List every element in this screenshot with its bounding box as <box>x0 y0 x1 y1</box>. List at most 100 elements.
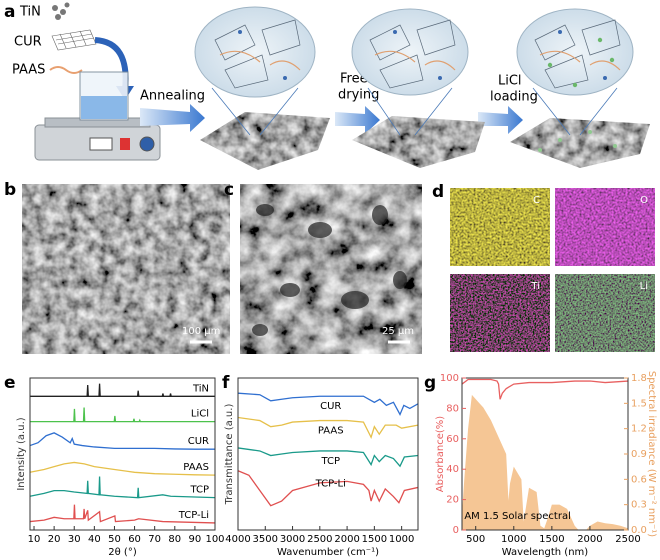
y-tick-label: 60 <box>446 434 459 445</box>
step-label: drying <box>338 88 379 103</box>
x-tick-label: 10 <box>28 534 41 545</box>
plot-frame <box>29 377 216 531</box>
y2-tick-label: 0.3 <box>631 500 647 511</box>
material-label: TiN <box>19 5 41 20</box>
series-label: CUR <box>188 436 209 447</box>
x-tick-label: 1500 <box>362 534 387 545</box>
x-axis-title: Wavelength (nm) <box>502 547 588 558</box>
solution <box>81 96 127 119</box>
step-label: Annealing <box>140 89 205 104</box>
x-tick-label: 1500 <box>539 534 564 545</box>
series-label: TCP <box>189 485 209 496</box>
element-label: Ti <box>530 281 540 292</box>
y2-tick-label: 0.0 <box>631 525 647 536</box>
step-label: loading <box>490 90 538 105</box>
y-tick-label: 40 <box>446 464 459 475</box>
dial <box>139 136 155 152</box>
x-tick-label: 90 <box>189 534 202 545</box>
line <box>237 470 419 507</box>
area <box>462 394 628 530</box>
process-arrow <box>140 104 205 132</box>
panel-label: d <box>432 182 444 202</box>
series-label: TCP <box>320 456 340 467</box>
y-tick-label: 20 <box>446 495 459 506</box>
x-tick-label: 50 <box>108 534 121 545</box>
x-tick-label: 70 <box>148 534 161 545</box>
eds-map <box>450 274 550 352</box>
sem-image <box>22 184 230 354</box>
line <box>237 416 419 440</box>
y2-tick-label: 1.5 <box>631 398 647 409</box>
material-label: CUR <box>14 35 42 50</box>
cur-sheet <box>51 29 97 51</box>
series-label: TCP-Li <box>178 510 209 521</box>
panel-label: a <box>4 2 15 22</box>
x-tick-label: 2000 <box>577 534 602 545</box>
eds-map <box>555 274 655 352</box>
x-tick-label: 2500 <box>307 534 332 545</box>
x-tick-label: 80 <box>168 534 181 545</box>
x-tick-label: 20 <box>48 534 61 545</box>
y-tick-label: 100 <box>440 373 459 384</box>
series-label: TiN <box>192 383 209 394</box>
line <box>29 476 216 499</box>
scale-label: 25 μm <box>382 326 414 337</box>
y-axis-title: Absorbance(%) <box>435 416 446 492</box>
aerogel-blocks <box>200 112 650 170</box>
element-label: Li <box>640 281 648 292</box>
tin-particles <box>52 2 70 20</box>
x-tick-label: 2000 <box>334 534 359 545</box>
line <box>29 504 216 524</box>
pores <box>252 204 407 336</box>
line <box>30 407 215 423</box>
x-tick-label: 500 <box>466 534 485 545</box>
series-label: PAAS <box>318 426 344 437</box>
line <box>29 432 215 450</box>
panel-label: f <box>222 373 230 393</box>
line <box>237 447 419 468</box>
series-label: LiCl <box>191 409 209 420</box>
y-axis-title: Transmittance (a.u.) <box>224 404 235 506</box>
plot-frame <box>237 377 419 531</box>
y2-tick-label: 1.8 <box>631 373 647 384</box>
x-tick-label: 4000 <box>225 534 250 545</box>
y-tick-label: 80 <box>446 403 459 414</box>
element-label: C <box>533 195 540 206</box>
eds-map <box>555 188 655 266</box>
element-label: O <box>640 195 648 206</box>
process-arrow <box>335 106 380 134</box>
x-axis-title: 2θ (°) <box>108 547 137 558</box>
material-label: PAAS <box>12 63 45 78</box>
x-tick-label: 60 <box>128 534 141 545</box>
y2-tick-label: 0.9 <box>631 449 647 460</box>
schematic: a TiN CUR PAAS Annealing Freeze drying L… <box>4 2 650 170</box>
panel-label: b <box>4 180 16 200</box>
x-axis-title: Wavenumber (cm⁻¹) <box>277 547 379 558</box>
x-tick-label: 100 <box>205 534 224 545</box>
annotation: AM 1.5 Solar spectral <box>464 511 571 522</box>
panel-label: g <box>424 373 436 393</box>
x-tick-label: 2500 <box>615 534 640 545</box>
x-tick-label: 30 <box>68 534 81 545</box>
scale-label: 100 μm <box>182 326 220 337</box>
line <box>237 392 419 416</box>
paas-chain <box>49 66 83 74</box>
series-label: TCP-Li <box>315 479 346 490</box>
zoom-bubbles <box>194 6 634 98</box>
zoom-lines <box>211 87 618 136</box>
panel-label: c <box>224 180 234 200</box>
series-label: CUR <box>320 401 341 412</box>
panel-label: e <box>4 373 16 393</box>
line <box>461 378 629 400</box>
y-tick-label: 0 <box>453 525 459 536</box>
sem-panels: b 100 μm c 25 μm d C O Ti Li e f g <box>4 180 655 393</box>
x-tick-label: 3500 <box>253 534 278 545</box>
x-tick-label: 1000 <box>389 534 414 545</box>
eds-map <box>450 188 550 266</box>
line <box>29 461 216 476</box>
line <box>30 383 215 397</box>
y2-tick-label: 0.6 <box>631 474 647 485</box>
switch <box>120 138 130 150</box>
y2-tick-label: 1.2 <box>631 424 647 435</box>
